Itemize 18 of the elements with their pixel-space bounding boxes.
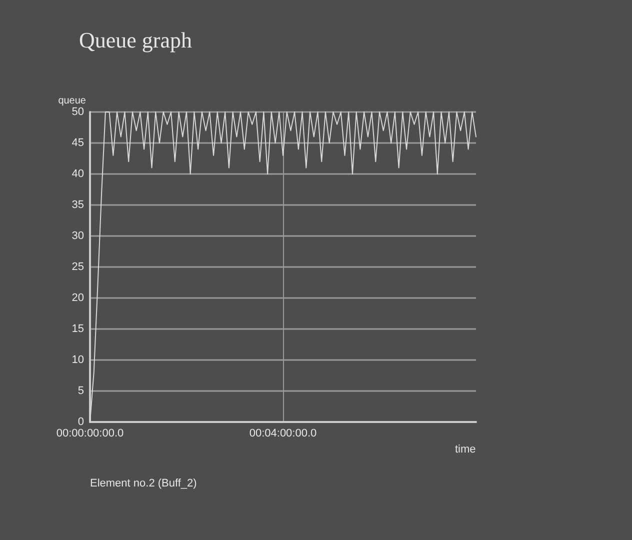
y-tick-label: 15 [72, 323, 84, 335]
y-tick-label: 30 [72, 230, 84, 242]
y-tick-label: 40 [72, 168, 84, 180]
y-tick-label: 35 [72, 199, 84, 211]
y-tick-label: 20 [72, 292, 84, 304]
text: Element no.2 (Buff_2) [90, 478, 197, 490]
y-tick-label: 25 [72, 261, 84, 273]
y-tick-label: 50 [72, 106, 84, 118]
y-tick-label: 5 [78, 385, 84, 397]
y-tick-label: 45 [72, 137, 84, 149]
line-series [90, 112, 476, 422]
y-axis-title: queue [58, 96, 86, 106]
chart-title: Queue graph [79, 28, 192, 52]
x-tick-label: 00:04:00:00.0 [249, 428, 317, 440]
x-axis-title: time [455, 444, 476, 456]
y-tick-label: 10 [72, 354, 84, 366]
x-tick-label: 00:00:00:00.0 [56, 428, 124, 440]
y-tick-label: 0 [78, 416, 84, 428]
